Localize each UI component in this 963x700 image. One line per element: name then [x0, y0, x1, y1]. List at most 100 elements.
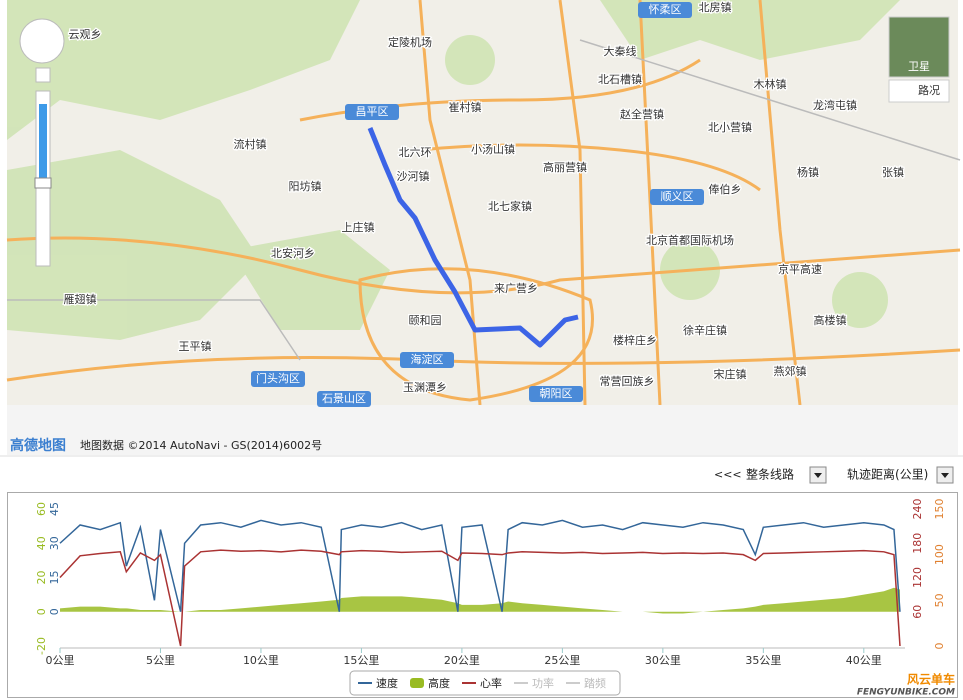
watermark: 风云单车 — [907, 672, 955, 687]
place-label: 高楼镇 — [814, 313, 847, 327]
place-label: 龙湾屯镇 — [813, 98, 857, 112]
place-label: 木林镇 — [754, 77, 787, 91]
y-tick-label: 120 — [911, 567, 924, 588]
district-label: 朝阳区 — [540, 387, 573, 400]
place-label: 云观乡 — [69, 28, 102, 41]
place-label: 俸伯乡 — [709, 182, 742, 196]
place-label: 崔村镇 — [449, 100, 482, 114]
chart-frame — [7, 492, 958, 698]
district-badge — [400, 352, 454, 368]
y-tick-label: 30 — [48, 536, 61, 550]
place-label: 北石槽镇 — [598, 72, 642, 86]
place-label: 雁翅镇 — [64, 292, 97, 306]
district-label: 门头沟区 — [256, 371, 300, 385]
legend-label[interactable]: 功率 — [532, 676, 554, 690]
place-label: 北七家镇 — [488, 199, 532, 213]
y-tick-label: 50 — [933, 593, 946, 607]
y-tick-label: 15 — [48, 571, 61, 585]
y-tick-label: 40 — [35, 536, 48, 550]
traffic-label: 路况 — [918, 84, 940, 97]
route — [367, 127, 579, 348]
place-label: 王平镇 — [179, 339, 212, 353]
line — [59, 549, 901, 647]
legend-label[interactable]: 速度 — [376, 676, 398, 690]
place-label: 上庄镇 — [342, 220, 375, 234]
x-tick-label: 30公里 — [645, 654, 681, 667]
y-tick-label: 60 — [35, 502, 48, 516]
legend-label[interactable]: 心率 — [480, 676, 502, 690]
x-tick-label: 20公里 — [444, 654, 480, 667]
place-label: 张镇 — [882, 165, 904, 179]
district-badge — [638, 2, 692, 18]
x-tick-label: 25公里 — [544, 654, 580, 667]
district-label: 怀柔区 — [649, 3, 682, 16]
place-label: 北六环 — [399, 146, 432, 159]
legend-swatch — [410, 678, 424, 688]
district-badge — [251, 371, 305, 387]
district-label: 石景山区 — [322, 392, 366, 405]
place-label: 京平高速 — [778, 262, 822, 276]
place-label: 徐辛庄镇 — [683, 323, 727, 337]
line — [59, 519, 901, 612]
place-label: 北京首都国际机场 — [646, 233, 734, 247]
area — [60, 587, 900, 614]
place-label: 流村镇 — [234, 137, 267, 151]
place-label: 北小营镇 — [708, 120, 752, 134]
district-badge — [317, 391, 371, 407]
y-tick-label: 45 — [48, 502, 61, 516]
y-tick-label: 0 — [48, 608, 61, 615]
place-label: 北房镇 — [699, 0, 732, 14]
satellite-label: 卫星 — [908, 60, 930, 73]
place-label: 沙河镇 — [397, 169, 430, 183]
x-tick-label: 5公里 — [146, 654, 175, 667]
y-tick-label: 20 — [35, 571, 48, 585]
district-badge — [529, 386, 583, 402]
legend — [349, 670, 621, 696]
route-select[interactable]: 整条线路 — [746, 467, 794, 482]
place-label: 大秦线 — [604, 44, 637, 58]
y-tick-label: -20 — [35, 637, 48, 655]
y-tick-label: 150 — [933, 499, 946, 520]
place-label: 阳坊镇 — [289, 179, 322, 193]
y-tick-label: 100 — [933, 544, 946, 565]
x-tick-label: 10公里 — [243, 654, 279, 667]
place-label: 宋庄镇 — [714, 367, 747, 381]
place-label: 北安河乡 — [271, 246, 315, 260]
district-label: 昌平区 — [356, 105, 389, 118]
y-tick-label: 180 — [911, 533, 924, 554]
place-label: 杨镇 — [797, 165, 819, 179]
y-tick-label: 0 — [933, 643, 946, 650]
axis-select[interactable]: 轨迹距离(公里) — [847, 467, 928, 482]
legend-label[interactable]: 高度 — [428, 676, 450, 690]
place-label: 小汤山镇 — [471, 142, 515, 156]
x-tick-label: 40公里 — [846, 654, 882, 667]
copyright: 地图数据 ©2014 AutoNavi - GS(2014)6002号 — [80, 438, 322, 452]
satellite-button[interactable] — [888, 16, 950, 78]
place-label: 赵全营镇 — [620, 107, 664, 121]
x-tick-label: 35公里 — [745, 654, 781, 667]
place-label: 来广营乡 — [494, 281, 538, 295]
place-label: 玉渊潭乡 — [403, 381, 447, 394]
zoom-control[interactable] — [19, 18, 65, 267]
y-tick-label: 60 — [911, 605, 924, 619]
y-tick-label: 0 — [35, 608, 48, 615]
prev-button[interactable]: <<< — [714, 468, 742, 481]
district-badge — [650, 189, 704, 205]
district-badge — [345, 104, 399, 120]
y-tick-label: 240 — [911, 499, 924, 520]
x-tick-label: 0公里 — [46, 654, 75, 667]
district-label: 海淀区 — [411, 352, 444, 366]
legend-label[interactable]: 踏频 — [584, 676, 606, 690]
place-label: 楼梓庄乡 — [613, 333, 657, 347]
district-label: 顺义区 — [661, 190, 694, 203]
place-label: 颐和园 — [409, 314, 442, 327]
place-label: 常营回族乡 — [600, 374, 655, 388]
place-label: 燕郊镇 — [774, 364, 807, 378]
traffic-button[interactable] — [888, 79, 950, 103]
watermark: FENGYUNBIKE.COM — [857, 688, 955, 698]
place-label: 高丽营镇 — [543, 160, 587, 174]
map-logo: 高德地图 — [10, 437, 66, 454]
x-tick-label: 15公里 — [343, 654, 379, 667]
